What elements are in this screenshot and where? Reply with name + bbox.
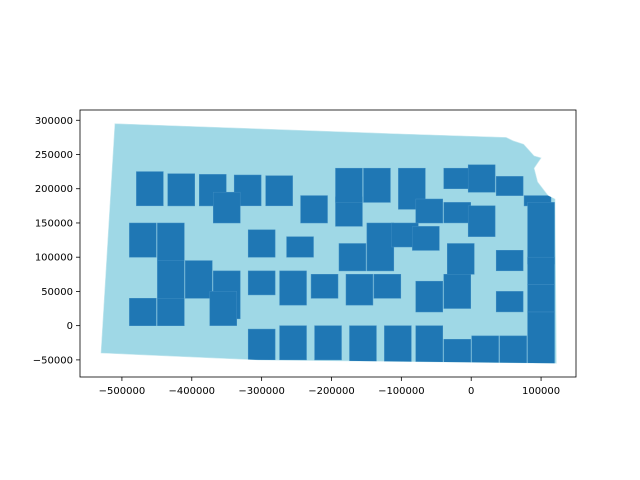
county-region — [279, 325, 307, 361]
county-region — [286, 236, 314, 258]
county-region — [366, 222, 395, 272]
county-region — [447, 243, 475, 275]
county-region — [467, 205, 496, 237]
y-tick-label: 50000 — [41, 287, 73, 298]
county-region — [443, 202, 471, 224]
map-layer — [100, 123, 557, 364]
county-region — [338, 243, 367, 272]
y-tick-label: 250000 — [35, 150, 73, 161]
county-region — [247, 270, 276, 296]
y-tick-label: 150000 — [35, 218, 73, 229]
county-region — [415, 280, 443, 313]
county-region — [167, 173, 195, 207]
county-region — [129, 222, 157, 258]
county-region — [310, 274, 339, 299]
county-region — [495, 250, 524, 272]
y-axis: 300000 250000 200000 150000 100000 50000 0 −500… — [33, 116, 80, 366]
county-region — [199, 174, 227, 207]
county-region — [499, 335, 527, 364]
county-region — [527, 256, 555, 285]
county-region — [373, 274, 402, 299]
y-tick-label: 100000 — [35, 253, 73, 264]
county-region — [495, 291, 524, 313]
x-axis: −500000 −400000 −300000 −200000 −100000 0 1000… — [99, 377, 560, 397]
county-region — [443, 274, 471, 309]
x-tick-label: −400000 — [168, 386, 215, 397]
county-region — [363, 167, 391, 203]
county-region — [415, 198, 443, 224]
county-region — [467, 164, 496, 193]
county-region — [157, 222, 185, 261]
county-region — [471, 335, 499, 364]
county-region — [443, 339, 471, 364]
x-tick-label: −100000 — [378, 386, 425, 397]
x-tick-label: −300000 — [238, 386, 285, 397]
county-region — [247, 328, 276, 361]
county-region — [345, 274, 374, 306]
x-tick-label: −500000 — [99, 386, 146, 397]
county-region — [129, 298, 157, 326]
county-region — [247, 229, 276, 258]
county-region — [527, 284, 555, 313]
county-region — [213, 191, 241, 224]
x-tick-label: 0 — [468, 386, 474, 397]
county-group — [129, 164, 555, 364]
county-region — [185, 260, 213, 299]
y-tick-label: 300000 — [35, 116, 73, 127]
county-region — [314, 325, 342, 361]
county-region — [209, 291, 237, 326]
county-region — [527, 311, 555, 364]
county-region — [495, 176, 524, 196]
county-region — [157, 298, 185, 326]
y-tick-label: 200000 — [35, 184, 73, 195]
county-region — [136, 171, 164, 207]
axes-frame — [79, 109, 577, 378]
county-region — [412, 226, 440, 251]
county-region — [527, 202, 555, 265]
county-region — [279, 270, 307, 306]
y-tick-label: 0 — [67, 321, 73, 332]
x-tick-label: −200000 — [308, 386, 355, 397]
county-region — [415, 325, 443, 364]
county-region — [265, 175, 293, 207]
county-region — [384, 325, 412, 364]
county-region — [157, 260, 185, 299]
y-tick-label: −50000 — [33, 355, 73, 366]
county-region — [335, 167, 363, 203]
county-region — [300, 195, 328, 224]
x-tick-label: 100000 — [522, 386, 560, 397]
county-region — [349, 325, 377, 362]
county-region — [443, 167, 471, 189]
